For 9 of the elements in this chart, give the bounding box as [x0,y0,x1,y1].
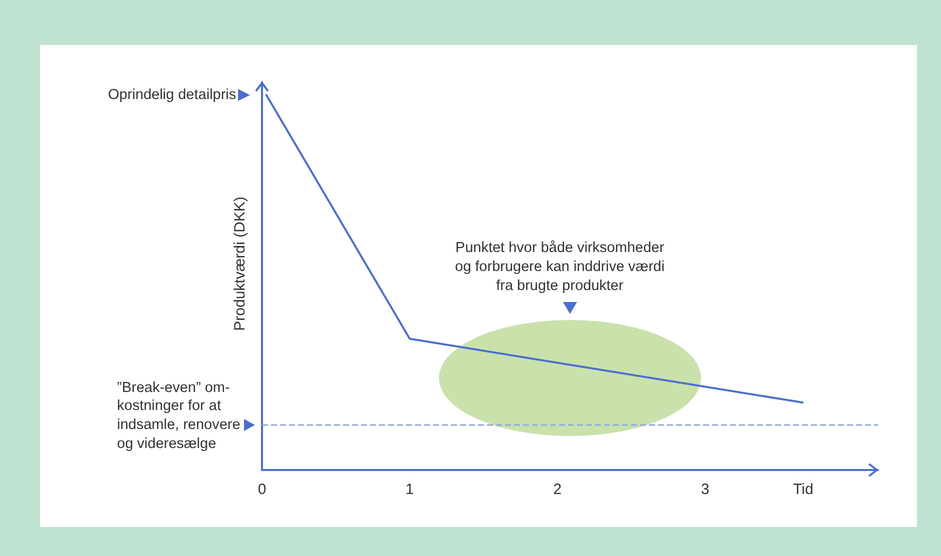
y-axis-title: Produktværdi (DKK) [230,196,250,331]
x-tick-label: 1 [406,481,414,498]
annotation: Punktet hvor både virksomheder og forbrugere kan inddrive værdi fra brugte produkter [455,239,665,296]
x-axis-title: Tid [793,480,814,500]
annotation: Oprindelig detailpris [108,86,236,104]
x-tick-label: 0 [258,481,266,498]
x-tick-label: 3 [700,481,710,498]
x-tick-label: 2 [553,481,562,498]
ref-line-label: ”Break-even” om- kostninger for at indsamle, renovere og videresælge [117,378,240,454]
